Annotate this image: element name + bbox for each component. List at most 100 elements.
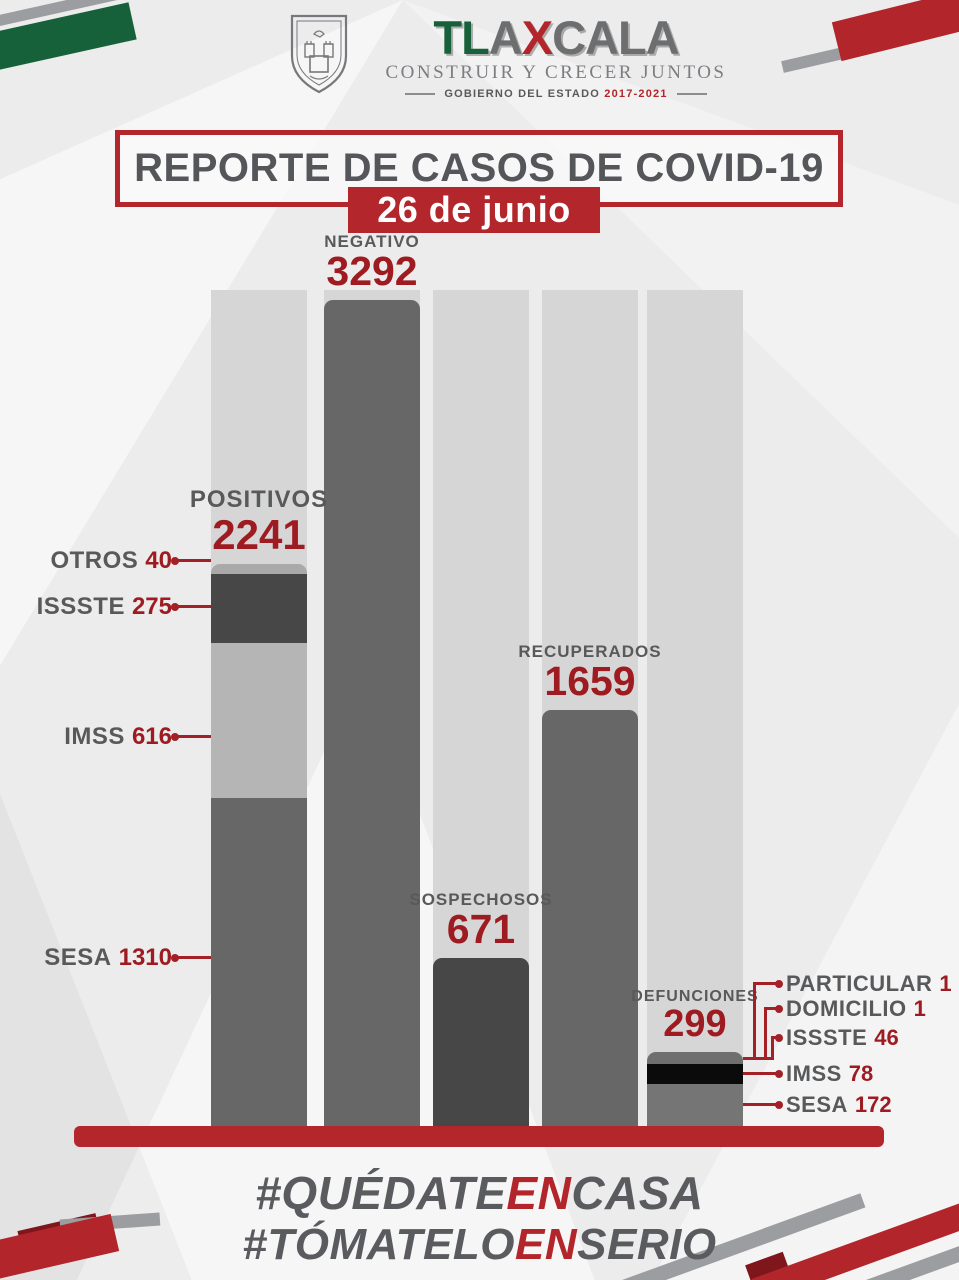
segment-sesa (647, 1084, 743, 1127)
segment-issste (211, 574, 307, 643)
annotation-imss-def: IMSS 78 (786, 1061, 873, 1087)
category-value: 299 (663, 1003, 727, 1046)
bar-negativo (324, 300, 420, 1127)
bar-group-negativo: NEGATIVO 3292 (324, 233, 420, 1127)
bar-sospechosos (433, 958, 529, 1127)
label-defunciones: DEFUNCIONES 299 (631, 987, 759, 1046)
bar-positivos (211, 564, 307, 1127)
bar-group-recuperados: RECUPERADOS 1659 (518, 290, 661, 1127)
hashtag-quedate-en-casa: #QUÉDATEENCASA (0, 1167, 959, 1220)
brand-letter-x: X (521, 11, 553, 64)
annotation-name: PARTICULAR (786, 971, 933, 996)
leader-line (771, 1036, 779, 1039)
category-name: POSITIVOS (189, 486, 329, 514)
leader-line (753, 982, 756, 1060)
label-recuperados: RECUPERADOS 1659 (518, 643, 661, 703)
annotation-issste-def: ISSSTE 46 (786, 1025, 899, 1051)
hashtag-accent: EN (506, 1167, 572, 1219)
bar-recuperados (542, 710, 638, 1127)
footer-hashtags: #QUÉDATEENCASA #TÓMATELOENSERIO (0, 1167, 959, 1269)
label-positivos: POSITIVOS 2241 (189, 486, 329, 559)
leader-dot (775, 1034, 783, 1042)
annotation-name: SESA (44, 944, 112, 971)
annotation-particular: PARTICULAR 1 (786, 971, 952, 997)
leader-dot (775, 1005, 783, 1013)
segment-sesa (211, 798, 307, 1127)
annotation-value: 40 (145, 547, 172, 574)
chart-baseline (74, 1126, 884, 1147)
hashtag-tomatelo-en-serio: #TÓMATELOENSERIO (0, 1220, 959, 1269)
leader-line (743, 1103, 779, 1106)
bar-group-defunciones: DEFUNCIONES 299 (631, 290, 758, 1127)
tlaxcala-coat-of-arms-icon (290, 14, 348, 94)
brand-block: TLAXCALA CONSTRUIR Y CRECER JUNTOS GOBIE… (356, 14, 756, 100)
hashtag-prefix: #TÓMATELO (242, 1219, 515, 1269)
category-value: 671 (446, 906, 516, 953)
category-value: 2241 (212, 511, 306, 559)
annotation-value: 78 (848, 1061, 874, 1086)
dash-decoration (676, 93, 707, 95)
bar-group-positivos: POSITIVOS 2241 (190, 290, 327, 1127)
annotation-name: ISSSTE (36, 593, 125, 620)
report-title: REPORTE DE CASOS DE COVID-19 (134, 146, 824, 190)
category-name: DEFUNCIONES (631, 987, 759, 1005)
hashtag-suffix: SERIO (577, 1219, 717, 1269)
government-text: GOBIERNO DEL ESTADO 2017-2021 (444, 88, 667, 100)
hashtag-prefix: #QUÉDATE (255, 1167, 507, 1219)
bar-group-sospechosos: SOSPECHOSOS 671 (409, 290, 552, 1127)
annotation-name: DOMICILIO (786, 996, 907, 1021)
leader-dot (775, 1070, 783, 1078)
label-sospechosos: SOSPECHOSOS 671 (409, 891, 552, 951)
leader-line (177, 605, 211, 608)
leader-line (743, 1057, 774, 1060)
annotation-value: 1310 (118, 944, 172, 971)
annotation-value: 1 (939, 971, 952, 996)
segment-imss (647, 1064, 743, 1084)
annotation-sesa: SESA 1310 (0, 944, 172, 972)
annotation-imss: IMSS 616 (0, 723, 172, 751)
leader-line (764, 1007, 767, 1060)
annotation-issste: ISSSTE 275 (0, 593, 172, 621)
category-name: RECUPERADOS (518, 641, 662, 661)
leader-line (771, 1036, 774, 1060)
segment-particular-domicilio-issste (647, 1052, 743, 1064)
annotation-otros: OTROS 40 (0, 547, 172, 575)
annotation-value: 172 (854, 1092, 892, 1117)
leader-line (177, 956, 211, 959)
annotation-name: IMSS (786, 1061, 842, 1086)
leader-line (743, 1072, 779, 1075)
annotation-name: OTROS (50, 547, 139, 574)
category-value: 3292 (326, 248, 418, 295)
segment-imss (211, 643, 307, 798)
leader-dot (775, 1101, 783, 1109)
annotation-name: ISSSTE (786, 1025, 868, 1050)
annotation-sesa-def: SESA 172 (786, 1092, 892, 1118)
brand-letter-a: A (488, 11, 523, 64)
annotation-name: SESA (786, 1092, 848, 1117)
annotation-value: 616 (131, 723, 172, 750)
bar-track (647, 290, 743, 1127)
category-value: 1659 (544, 658, 636, 705)
label-negativo: NEGATIVO 3292 (324, 233, 420, 293)
brand-wordmark: TLAXCALA (356, 14, 756, 61)
government-prefix: GOBIERNO DEL ESTADO (444, 88, 600, 100)
brand-letters-tl: TL (433, 11, 489, 64)
government-years: 2017-2021 (604, 88, 668, 100)
leader-line (177, 559, 211, 562)
dash-decoration (405, 93, 436, 95)
bar-defunciones (647, 1052, 743, 1127)
leader-line (764, 1007, 779, 1010)
annotation-value: 46 (874, 1025, 899, 1050)
annotation-name: IMSS (64, 723, 125, 750)
segment-otros (211, 564, 307, 574)
annotation-domicilio: DOMICILIO 1 (786, 996, 926, 1022)
brand-tagline: CONSTRUIR Y CRECER JUNTOS (385, 62, 727, 83)
leader-line (753, 982, 779, 985)
annotation-value: 1 (913, 996, 926, 1021)
leader-dot (775, 980, 783, 988)
leader-line (177, 735, 211, 738)
government-line: GOBIERNO DEL ESTADO 2017-2021 (356, 88, 756, 100)
report-date-box: 26 de junio (348, 187, 600, 233)
brand-letters-cala: CALA (552, 11, 680, 64)
